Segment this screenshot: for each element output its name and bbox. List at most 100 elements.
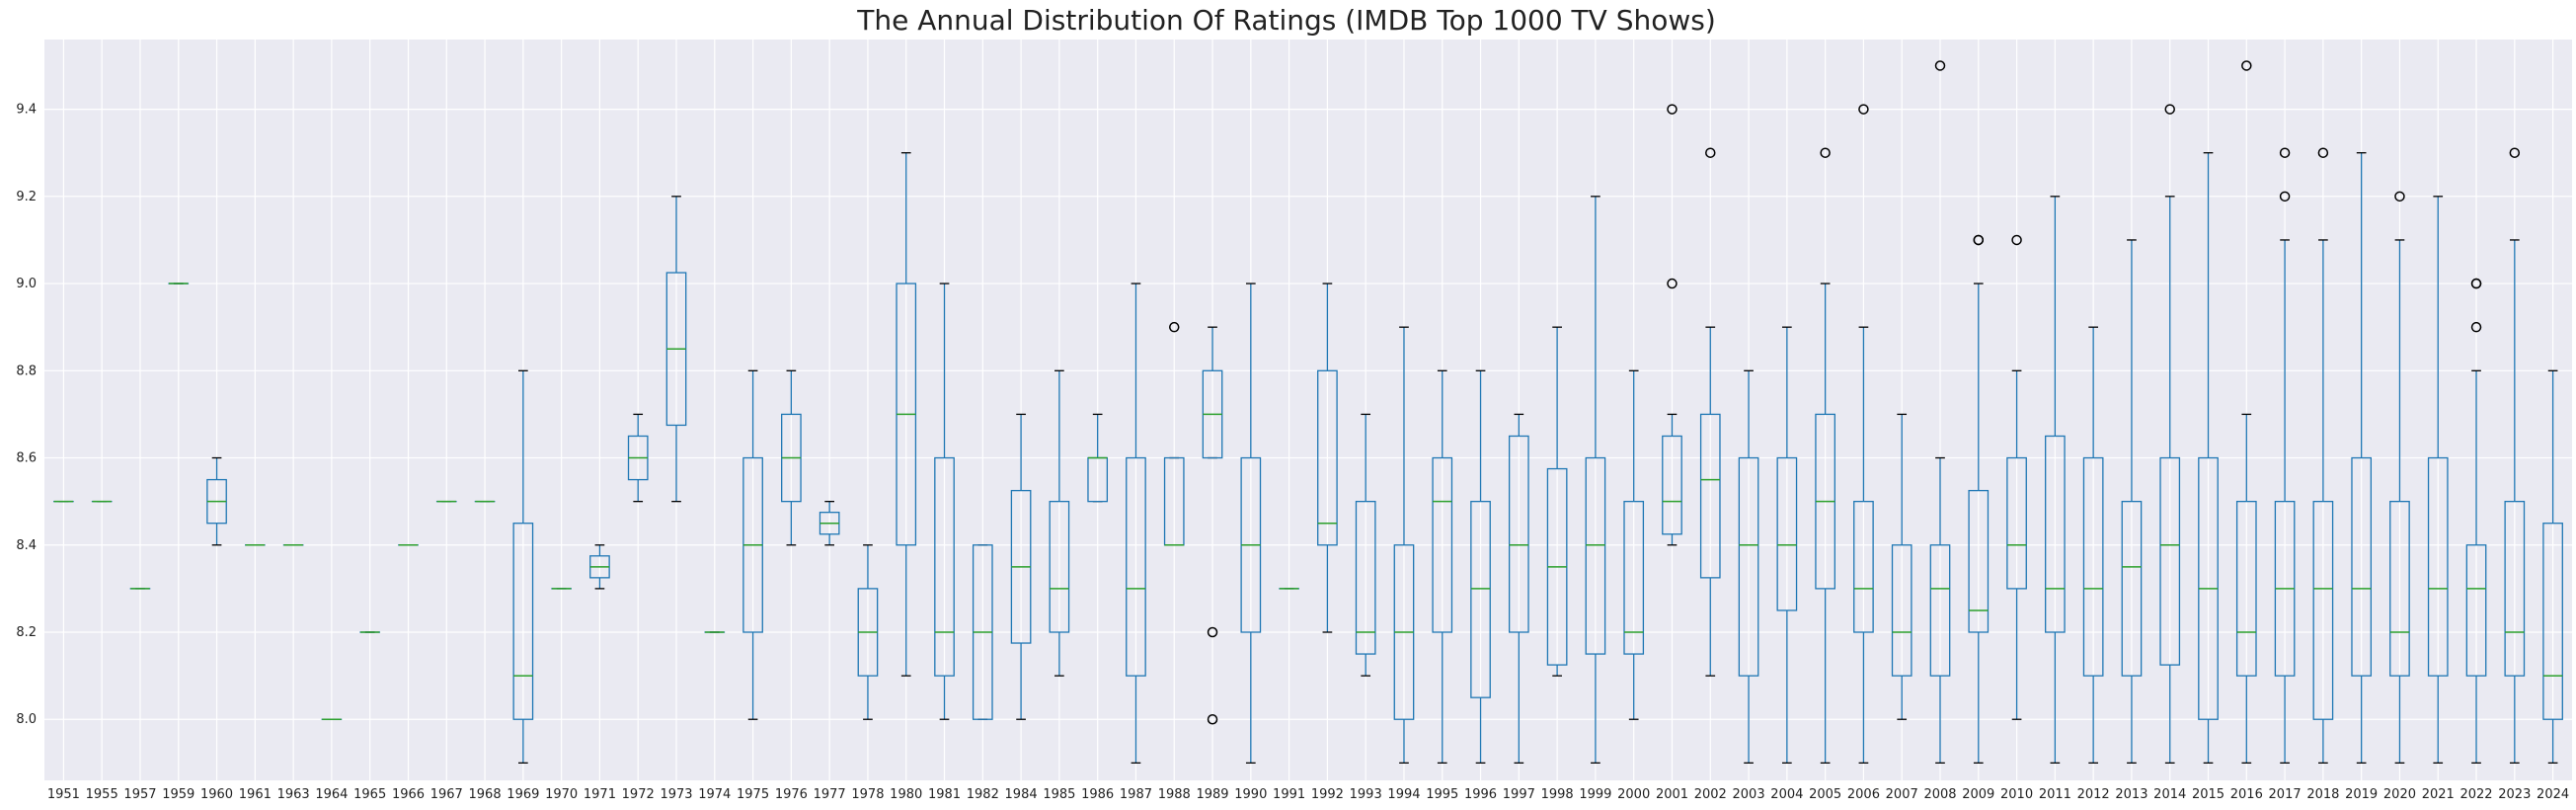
box-2014 <box>2159 104 2181 765</box>
iqr-box <box>934 456 955 677</box>
iqr-box <box>2351 456 2373 677</box>
box-2005 <box>1815 147 1835 765</box>
iqr-box <box>1776 456 1798 611</box>
x-tick-label: 1996 <box>1464 787 1497 802</box>
iqr-box <box>2121 500 2143 677</box>
box-1971 <box>589 544 610 590</box>
outlier-point <box>1934 60 1946 71</box>
x-tick-label: 1960 <box>200 787 233 802</box>
iqr-box <box>1853 500 1874 633</box>
outlier-point <box>1168 321 1180 333</box>
iqr-box <box>2389 500 2410 677</box>
x-tick-label: 2021 <box>2422 787 2455 802</box>
outlier-point <box>1858 104 1869 115</box>
box-1984 <box>1010 413 1032 720</box>
outlier-point <box>1207 626 1218 638</box>
box-2003 <box>1738 369 1759 765</box>
box-1975 <box>742 369 763 720</box>
x-tick-label: 1955 <box>86 787 118 802</box>
x-tick-label: 1998 <box>1541 787 1574 802</box>
x-tick-label: 2000 <box>1617 787 1650 802</box>
x-tick-label: 2009 <box>1962 787 1994 802</box>
box-1980 <box>896 152 917 677</box>
iqr-box <box>2312 500 2334 720</box>
x-tick-label: 2013 <box>2115 787 2147 802</box>
plot-area <box>44 40 2572 780</box>
x-tick-label: 1981 <box>928 787 961 802</box>
x-tick-label: 2015 <box>2192 787 2225 802</box>
box-2010 <box>2006 234 2027 720</box>
box-2015 <box>2198 152 2219 765</box>
box-2008 <box>1929 60 1951 765</box>
box-2020 <box>2389 191 2410 765</box>
box-layer <box>53 60 2563 765</box>
x-tick-label: 1997 <box>1503 787 1535 802</box>
box-1994 <box>1393 326 1415 765</box>
iqr-box <box>512 523 534 720</box>
box-1990 <box>1240 283 1262 765</box>
x-tick-label: 1976 <box>775 787 808 802</box>
iqr-box <box>1432 456 1453 633</box>
box-2000 <box>1623 369 1645 720</box>
x-tick-label: 2011 <box>2039 787 2071 802</box>
x-tick-label: 1999 <box>1579 787 1611 802</box>
x-tick-label: 2008 <box>1923 787 1956 802</box>
x-tick-label: 1963 <box>277 787 310 802</box>
iqr-box <box>1738 456 1759 677</box>
x-tick-label: 2019 <box>2345 787 2378 802</box>
iqr-box <box>2082 456 2104 677</box>
iqr-box <box>1623 500 1645 655</box>
box-2016 <box>2235 60 2257 765</box>
y-tick-label: 9.4 <box>16 103 37 118</box>
x-tick-label: 2001 <box>1656 787 1688 802</box>
box-1976 <box>781 369 802 546</box>
box-2013 <box>2121 239 2143 765</box>
x-tick-label: 2022 <box>2459 787 2492 802</box>
x-tick-label: 2005 <box>1809 787 1841 802</box>
box-1982 <box>972 544 993 720</box>
box-1969 <box>512 369 534 765</box>
iqr-box <box>2542 523 2563 720</box>
outlier-point <box>1667 104 1678 115</box>
x-tick-label: 1991 <box>1273 787 1305 802</box>
x-tick-label: 2010 <box>2000 787 2033 802</box>
box-1985 <box>1049 369 1070 677</box>
x-tick-label: 2002 <box>1694 787 1727 802</box>
x-tick-label: 1986 <box>1081 787 1114 802</box>
x-tick-label: 2014 <box>2153 787 2186 802</box>
box-1989 <box>1202 326 1223 725</box>
box-2009 <box>1968 234 1990 765</box>
outlier-point <box>1973 234 1985 246</box>
box-1986 <box>1087 413 1109 503</box>
iqr-box <box>2504 500 2526 677</box>
outlier-point <box>2279 191 2291 202</box>
x-tick-label: 1993 <box>1350 787 1382 802</box>
x-tick-label: 1969 <box>507 787 539 802</box>
iqr-box <box>1126 456 1146 677</box>
x-tick-label: 1988 <box>1158 787 1191 802</box>
iqr-box <box>2465 544 2487 677</box>
box-1993 <box>1355 413 1376 677</box>
outlier-point <box>1667 278 1678 289</box>
box-2002 <box>1699 147 1721 677</box>
box-1973 <box>665 196 687 503</box>
y-tick-label: 8.0 <box>16 712 37 727</box>
iqr-box <box>1929 544 1951 677</box>
box-1977 <box>819 500 840 546</box>
x-tick-label: 1980 <box>890 787 922 802</box>
x-tick-label: 2017 <box>2269 787 2302 802</box>
x-tick-label: 2016 <box>2230 787 2263 802</box>
box-2018 <box>2312 147 2334 765</box>
y-tick-label: 8.8 <box>16 364 37 378</box>
box-1960 <box>206 456 227 546</box>
outlier-point <box>2394 191 2405 202</box>
box-2001 <box>1662 104 1682 546</box>
x-tick-label: 1968 <box>469 787 502 802</box>
x-tick-label: 2003 <box>1733 787 1765 802</box>
box-2021 <box>2427 196 2449 765</box>
y-tick-label: 9.0 <box>16 277 37 291</box>
box-1997 <box>1508 413 1529 765</box>
y-tick-label: 8.2 <box>16 625 37 640</box>
outlier-point <box>1705 147 1716 158</box>
